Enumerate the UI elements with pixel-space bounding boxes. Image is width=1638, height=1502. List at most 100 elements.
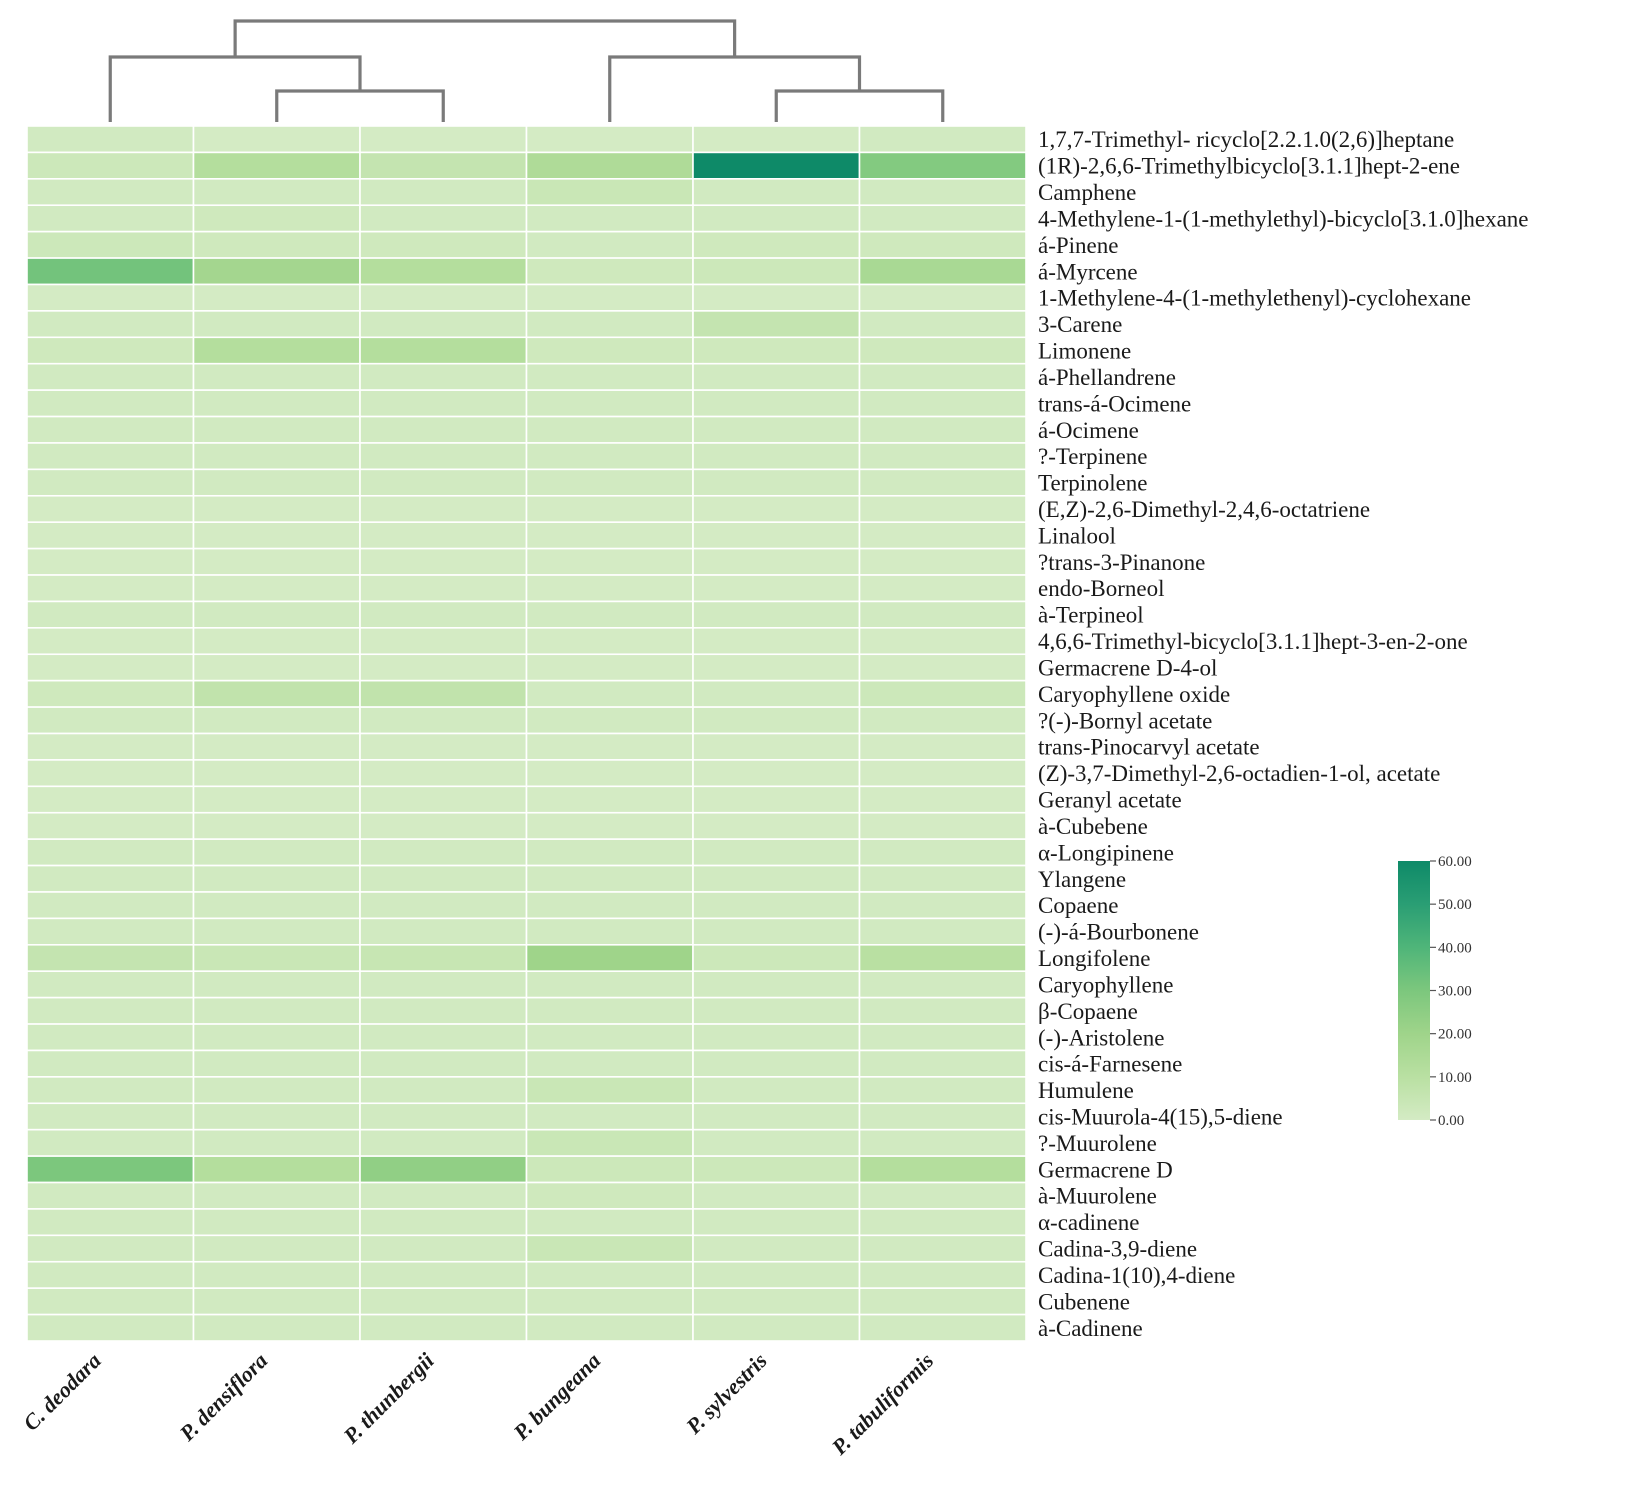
heatmap-cell bbox=[525, 178, 694, 207]
heatmap-cell bbox=[858, 178, 1027, 207]
heatmap-cell bbox=[525, 574, 694, 603]
heatmap-cell bbox=[359, 864, 528, 893]
heatmap-cell bbox=[192, 151, 361, 180]
heatmap-cell bbox=[359, 838, 528, 867]
row-label: Germacrene D bbox=[1038, 1157, 1173, 1182]
heatmap-cell bbox=[359, 706, 528, 735]
heatmap-cell bbox=[692, 1208, 861, 1237]
heatmap-cell bbox=[359, 574, 528, 603]
heatmap-cell bbox=[26, 151, 195, 180]
heatmap-cell bbox=[359, 785, 528, 814]
heatmap-cell bbox=[359, 679, 528, 708]
heatmap-cell bbox=[692, 1049, 861, 1078]
heatmap-cell bbox=[359, 627, 528, 656]
heatmap-cell bbox=[525, 1313, 694, 1342]
heatmap-cell bbox=[26, 1181, 195, 1210]
heatmap-cell bbox=[26, 838, 195, 867]
heatmap-cell bbox=[192, 679, 361, 708]
heatmap-cell bbox=[192, 494, 361, 523]
row-label: à-Cubebene bbox=[1038, 814, 1148, 839]
heatmap-cell bbox=[692, 944, 861, 973]
heatmap-cell bbox=[525, 732, 694, 761]
colorbar-tick-label: 10.00 bbox=[1438, 1070, 1472, 1086]
heatmap-cell bbox=[26, 547, 195, 576]
heatmap-cell bbox=[192, 230, 361, 259]
heatmap-cell bbox=[858, 547, 1027, 576]
heatmap-cell bbox=[359, 1181, 528, 1210]
heatmap-cell bbox=[26, 362, 195, 391]
heatmap-cell bbox=[525, 204, 694, 233]
heatmap-cell bbox=[192, 1102, 361, 1131]
heatmap-cell bbox=[525, 1287, 694, 1316]
row-label: 4-Methylene-1-(1-methylethyl)-bicyclo[3.… bbox=[1038, 206, 1528, 231]
row-label: Caryophyllene bbox=[1038, 972, 1173, 997]
row-label: (-)-á-Bourbonene bbox=[1038, 920, 1199, 945]
heatmap-cell bbox=[525, 336, 694, 365]
heatmap-cell bbox=[692, 838, 861, 867]
column-label: P. densiflora bbox=[174, 1348, 272, 1446]
heatmap-cell bbox=[692, 1234, 861, 1263]
heatmap-cell bbox=[359, 1260, 528, 1289]
heatmap-cell bbox=[26, 336, 195, 365]
heatmap-cell bbox=[858, 732, 1027, 761]
heatmap-cell bbox=[192, 785, 361, 814]
heatmap-cell bbox=[192, 1128, 361, 1157]
heatmap-cell bbox=[26, 1049, 195, 1078]
heatmap-cell bbox=[692, 1287, 861, 1316]
heatmap-cell bbox=[692, 468, 861, 497]
heatmap-cell bbox=[26, 706, 195, 735]
heatmap-cell bbox=[26, 811, 195, 840]
heatmap-cell bbox=[359, 1208, 528, 1237]
row-label: endo-Borneol bbox=[1038, 576, 1164, 601]
column-label: P. bungeana bbox=[508, 1348, 606, 1446]
row-label: Caryophyllene oxide bbox=[1038, 682, 1230, 707]
heatmap-cell bbox=[858, 230, 1027, 259]
heatmap-cell bbox=[692, 521, 861, 550]
heatmap-cell bbox=[26, 600, 195, 629]
heatmap-cell bbox=[692, 1076, 861, 1105]
heatmap-cell bbox=[525, 944, 694, 973]
row-label: Copaene bbox=[1038, 893, 1118, 918]
colorbar-tick-label: 0.00 bbox=[1438, 1113, 1464, 1129]
heatmap-cell bbox=[858, 838, 1027, 867]
heatmap-cell bbox=[26, 970, 195, 999]
heatmap-cell bbox=[858, 442, 1027, 471]
heatmap-cell bbox=[26, 996, 195, 1025]
heatmap-cell bbox=[858, 1023, 1027, 1052]
heatmap-cell bbox=[192, 362, 361, 391]
row-label: ?-Terpinene bbox=[1038, 444, 1148, 469]
heatmap-cell bbox=[858, 310, 1027, 339]
heatmap-cell bbox=[26, 494, 195, 523]
heatmap-cell bbox=[359, 521, 528, 550]
heatmap-cell bbox=[525, 759, 694, 788]
heatmap-cell bbox=[359, 811, 528, 840]
row-label: à-Cadinene bbox=[1038, 1316, 1143, 1341]
heatmap-cell bbox=[858, 653, 1027, 682]
row-labels: 1,7,7-Trimethyl- ricyclo[2.2.1.0(2,6)]he… bbox=[1038, 127, 1528, 1341]
row-label: 3-Carene bbox=[1038, 312, 1122, 337]
heatmap-cell bbox=[192, 1260, 361, 1289]
heatmap-cell bbox=[692, 204, 861, 233]
heatmap-cell bbox=[525, 811, 694, 840]
heatmap-cell bbox=[692, 574, 861, 603]
heatmap-cell bbox=[692, 917, 861, 946]
heatmap-cell bbox=[359, 1023, 528, 1052]
heatmap-cell bbox=[525, 362, 694, 391]
heatmap-cell bbox=[858, 811, 1027, 840]
row-label: Limonene bbox=[1038, 339, 1131, 364]
heatmap-cell bbox=[692, 1102, 861, 1131]
column-label: P. sylvestris bbox=[680, 1348, 772, 1440]
heatmap-cell bbox=[525, 468, 694, 497]
heatmap-cell bbox=[26, 389, 195, 418]
heatmap-cell bbox=[692, 759, 861, 788]
heatmap-cell bbox=[858, 257, 1027, 286]
heatmap-cell bbox=[525, 125, 694, 154]
heatmap-cell bbox=[858, 1181, 1027, 1210]
heatmap-cell bbox=[692, 679, 861, 708]
heatmap-cell bbox=[26, 917, 195, 946]
dendrogram-link bbox=[233, 19, 737, 57]
column-dendrogram bbox=[108, 19, 945, 122]
row-label: Geranyl acetate bbox=[1038, 788, 1182, 813]
heatmap-cell bbox=[359, 362, 528, 391]
heatmap-cell bbox=[858, 627, 1027, 656]
